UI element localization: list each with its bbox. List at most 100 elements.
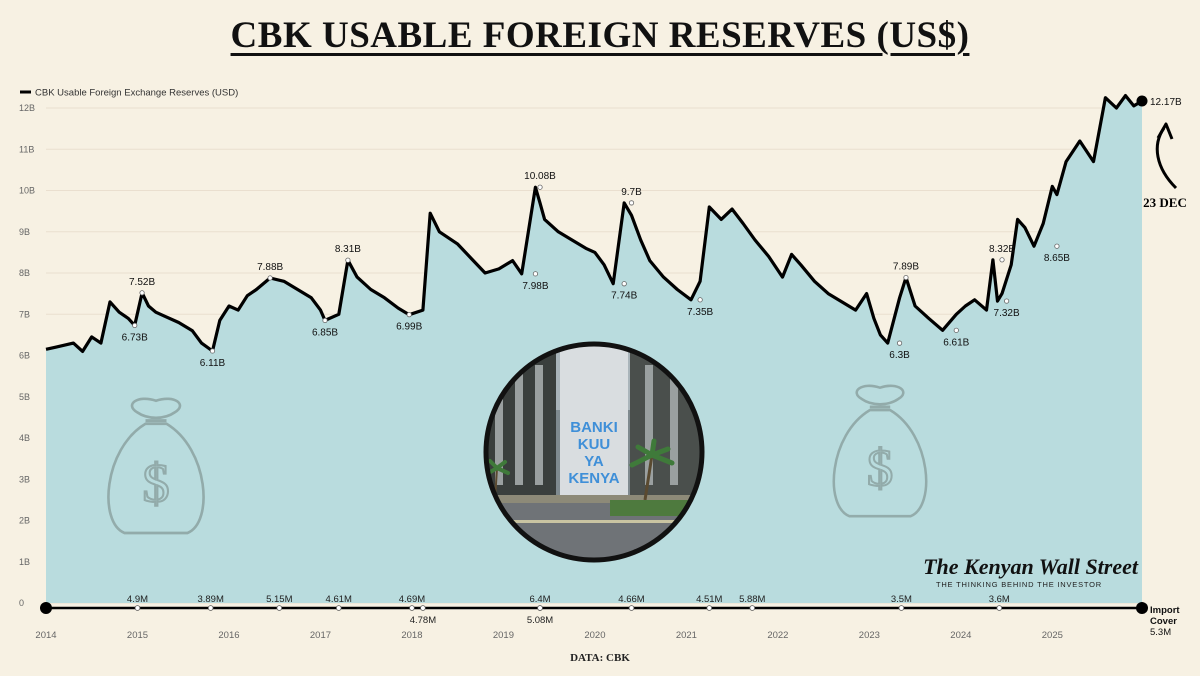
data-label: 7.32B [994,308,1020,319]
data-point-marker [132,322,138,328]
data-point-marker [621,281,627,287]
data-point-marker [697,297,703,303]
data-label: 7.89B [893,262,919,273]
reserves-series-line [45,94,1143,353]
data-label: 8.65B [1044,253,1070,264]
import-cover-marker [749,605,756,611]
x-tick-label: 2023 [859,630,880,641]
money-bag-icon: $ [832,384,928,518]
data-label: 6.11B [200,358,226,369]
data-label: 8.31B [335,244,361,255]
data-label: 7.88B [257,262,283,273]
svg-text:$: $ [142,453,169,514]
svg-text:5.3M: 5.3M [1150,627,1171,638]
data-point-marker [628,200,635,206]
import-cover-label: 3.6M [989,594,1010,605]
import-cover-start-dot [40,602,52,614]
data-label: 8.32B [989,244,1015,255]
import-cover-marker [898,605,905,611]
data-label: 6.3B [889,350,910,361]
y-tick-label: 8B [19,268,30,278]
data-point-marker [896,340,903,346]
svg-text:Import: Import [1150,605,1180,616]
import-cover-label: 4.9M [127,594,148,605]
y-tick-label: 11B [19,144,34,154]
photo-sign-line: BANKI [570,419,618,436]
data-label: 9.7B [621,187,642,198]
data-point-marker [406,312,412,318]
import-cover-marker [276,605,283,611]
import-cover-marker [996,605,1003,611]
series-end-dot [1136,95,1148,107]
x-tick-label: 2024 [950,630,971,641]
import-cover-label: 4.61M [326,594,352,605]
import-cover-marker [537,605,543,611]
photo-sign-line: KENYA [568,470,619,487]
import-cover-marker [628,605,635,611]
data-point-marker [953,327,959,333]
import-cover-label: 5.08M [527,615,553,626]
y-tick-label: 6B [19,351,30,361]
x-tick-label: 2022 [767,630,788,641]
y-tick-label: 9B [19,227,30,237]
data-label: 10.08B [524,171,556,182]
photo-sign-line: YA [584,453,604,470]
import-cover-label: 3.5M [891,594,912,605]
data-point-marker [903,274,909,281]
y-tick-label: 4B [19,433,30,443]
data-label: 6.99B [396,322,422,333]
import-cover-label: 4.51M [696,594,722,605]
import-cover-label: 4.69M [399,594,425,605]
y-tick-label: 5B [19,392,30,402]
x-tick-label: 2015 [127,630,148,641]
import-cover-label: 4.78M [410,615,436,626]
import-cover-end-dot [1136,602,1148,614]
data-label: 7.52B [129,277,155,288]
x-tick-label: 2018 [401,630,422,641]
import-cover-label: 5.88M [739,594,765,605]
x-tick-label: 2014 [35,630,56,641]
data-label: 6.85B [312,327,338,338]
x-tick-label: 2021 [676,630,697,641]
data-label: 6.73B [122,332,148,343]
data-point-marker [209,348,216,354]
data-label: 7.35B [687,307,713,318]
data-label: 12.17B [1150,97,1182,108]
x-tick-label: 2020 [584,630,605,641]
data-source-note: DATA: CBK [570,652,630,664]
data-point-marker [532,271,539,277]
svg-text:Cover: Cover [1150,616,1177,627]
import-cover-marker [335,605,342,611]
import-cover-label: 3.89M [197,594,223,605]
y-tick-label: 7B [19,309,30,319]
data-point-marker [537,184,543,190]
data-point-marker [322,317,328,324]
data-point-marker [139,290,145,296]
import-cover-points: 4.9M 3.89M 5.15M 4.61M 4.69M 4.78M 6.4M 5.08M 4.… [127,594,1010,626]
x-axis-ticks: 2014 2015 2016 2017 2018 2019 2020 2021 2022 2023… [35,630,1062,641]
import-cover-label: Import Cover 5.3M [1150,605,1180,638]
latest-callout: 23 DEC [1143,122,1187,210]
y-tick-label: 0 [19,598,24,608]
import-cover-marker [420,605,426,611]
callout-date: 23 DEC [1143,195,1187,210]
legend-label: CBK Usable Foreign Exchange Reserves (US… [35,88,238,99]
data-point-marker [267,275,273,281]
legend: CBK Usable Foreign Exchange Reserves (US… [20,88,238,99]
import-cover-marker [409,605,415,611]
data-point-marker [999,257,1005,263]
svg-text:$: $ [867,440,894,498]
import-cover-label: 4.66M [618,594,644,605]
x-tick-label: 2025 [1042,630,1063,641]
y-tick-label: 10B [19,186,35,196]
import-cover-label: 6.4M [529,594,550,605]
data-label: 7.98B [522,281,548,292]
data-point-marker [1004,298,1010,304]
watermark: The Kenyan Wall Street THE THINKING BEHI… [923,554,1139,589]
y-tick-label: 3B [19,474,30,484]
x-tick-label: 2017 [310,630,331,641]
data-point-marker [345,257,351,263]
import-cover-marker [134,605,141,611]
import-cover-marker [207,605,214,611]
